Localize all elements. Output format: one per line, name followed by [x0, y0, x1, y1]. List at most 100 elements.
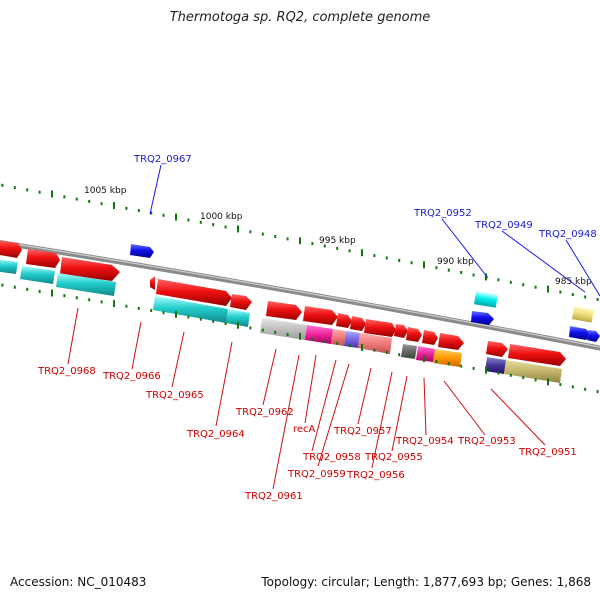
inner-tick-32: [385, 350, 388, 354]
gene-label-trq2-0958[interactable]: TRQ2_0958: [302, 452, 361, 463]
inner-tick-35: [423, 355, 425, 363]
gene-label-trq2-0956[interactable]: TRQ2_0956: [346, 470, 405, 481]
kbp-label-1000: 1000 kbp: [200, 212, 243, 222]
inner-tick-31: [373, 348, 376, 352]
inner-tick-8: [88, 298, 91, 302]
map-title: Thermotoga sp. RQ2, complete genome: [169, 10, 431, 25]
scale-tick-23: [274, 235, 277, 238]
gene-label-trq2-0968[interactable]: TRQ2_0968: [37, 366, 96, 377]
kbp-label-1005: 1005 kbp: [84, 186, 127, 196]
gene-arrow-d[interactable]: [394, 324, 408, 338]
cyan-band-5: [226, 309, 250, 327]
scale-tick-18: [212, 223, 215, 227]
gene-label-trq2-0964[interactable]: TRQ2_0964: [186, 429, 245, 440]
scale-tick-8: [88, 199, 91, 203]
gene-label-trq2-0955[interactable]: TRQ2_0955: [364, 452, 423, 463]
gene-label-trq2-0965[interactable]: TRQ2_0965: [145, 390, 204, 401]
kbp-scale-ticks: [1, 183, 599, 301]
scale-tick-28: [336, 246, 339, 250]
gene-arrow-trq2-0951[interactable]: [508, 344, 566, 366]
inner-tick-17: [199, 317, 202, 321]
gene-arrow-h[interactable]: [486, 341, 508, 357]
gene-box-trq2-0952[interactable]: [474, 291, 498, 308]
gene-arrow-small[interactable]: [150, 276, 155, 290]
gene-label-trq2-0954[interactable]: TRQ2_0954: [395, 436, 454, 447]
gene-label-reca[interactable]: recA: [293, 424, 316, 435]
scale-tick-39: [472, 273, 475, 277]
annotation-bands: [260, 318, 562, 383]
scale-tick-45: [547, 285, 549, 293]
scale-tick-42: [509, 280, 512, 284]
gene-label-trq2-0959[interactable]: TRQ2_0959: [287, 469, 346, 480]
inner-tick-36: [435, 360, 438, 363]
scale-tick-15: [175, 213, 177, 221]
cyan-band-2: [20, 266, 55, 284]
scale-tick-10: [113, 202, 115, 209]
scale-tick-1: [1, 183, 4, 187]
inner-tick-34: [410, 355, 413, 359]
band-salmon-a: [331, 329, 346, 346]
inner-tick-40: [485, 366, 487, 374]
band-magenta-2: [416, 346, 435, 362]
gene-arrow-rec[interactable]: [303, 306, 338, 325]
gene-label-trq2-0961[interactable]: TRQ2_0961: [244, 491, 303, 502]
gene-arrow-trq2-0962[interactable]: [266, 301, 302, 320]
gene-box-trq2-0948[interactable]: [571, 306, 594, 323]
inner-tick-39: [472, 366, 475, 370]
scale-tick-49: [596, 298, 599, 301]
scale-tick-48: [584, 295, 587, 299]
gene-label-trq2-0951[interactable]: TRQ2_0951: [518, 447, 577, 458]
gene-label-trq2-0948[interactable]: TRQ2_0948: [538, 229, 597, 240]
cyan-band-1: [0, 259, 18, 274]
gene-arrow-f[interactable]: [422, 330, 438, 345]
inner-tick-dots: [1, 283, 599, 394]
gene-label-trq2-0966[interactable]: TRQ2_0966: [102, 371, 161, 382]
band-navy: [485, 357, 506, 374]
gene-arrow-2[interactable]: [26, 249, 60, 268]
inner-tick-42: [509, 373, 512, 377]
red-gene-arrows: [0, 240, 600, 366]
kbp-labels: 1005 kbp 1000 kbp 995 kbp 990 kbp 985 kb…: [84, 186, 592, 287]
gene-arrow-g[interactable]: [438, 333, 464, 350]
scale-tick-16: [187, 218, 190, 222]
gene-label-trq2-0949[interactable]: TRQ2_0949: [474, 220, 533, 231]
gene-arrow-trq2-0952-strand[interactable]: [471, 311, 494, 325]
scale-tick-17: [199, 220, 202, 224]
gene-arrow-trq2-0965[interactable]: [156, 279, 232, 306]
gene-arrow-trq2-0964[interactable]: [230, 294, 252, 310]
scale-tick-46: [559, 290, 562, 294]
scale-tick-32: [385, 256, 388, 260]
gene-label-trq2-0962[interactable]: TRQ2_0962: [235, 407, 294, 418]
inner-tick-41: [497, 371, 500, 375]
gene-arrow-b[interactable]: [350, 316, 366, 331]
gene-arrow-c[interactable]: [364, 319, 396, 337]
gene-arrow-a[interactable]: [336, 313, 352, 328]
inner-tick-3: [26, 287, 29, 291]
gene-arrow-trq2-0968[interactable]: [60, 257, 120, 281]
inner-tick-1: [1, 283, 4, 287]
genome-backbone-highlight: [0, 240, 600, 348]
gene-label-trq2-0957[interactable]: TRQ2_0957: [333, 426, 392, 437]
gene-arrow-blue-right[interactable]: [569, 326, 590, 340]
scale-tick-4: [38, 190, 41, 194]
gene-arrow-1[interactable]: [0, 240, 22, 258]
bottom-gene-labels: TRQ2_0968 TRQ2_0966 TRQ2_0965 TRQ2_0964 …: [37, 366, 577, 502]
gene-arrow-e[interactable]: [406, 327, 422, 342]
inner-tick-37: [447, 362, 450, 366]
inner-tick-46: [559, 383, 562, 387]
band-salmon-b: [358, 333, 392, 354]
band-magenta: [305, 325, 333, 344]
gene-label-trq2-0953[interactable]: TRQ2_0953: [457, 436, 516, 447]
gene-arrow-trq2-0967[interactable]: [130, 244, 154, 258]
scale-tick-40: [485, 273, 487, 281]
scale-tick-13: [150, 211, 153, 215]
scale-tick-20: [237, 225, 239, 233]
gene-label-trq2-0967[interactable]: TRQ2_0967: [133, 154, 192, 165]
gene-arrow-blue-right2[interactable]: [587, 330, 600, 342]
inner-tick-33: [398, 353, 401, 357]
scale-tick-27: [323, 244, 326, 248]
gene-label-trq2-0952[interactable]: TRQ2_0952: [413, 208, 472, 219]
inner-tick-4: [38, 289, 41, 293]
band-orange: [433, 349, 462, 367]
